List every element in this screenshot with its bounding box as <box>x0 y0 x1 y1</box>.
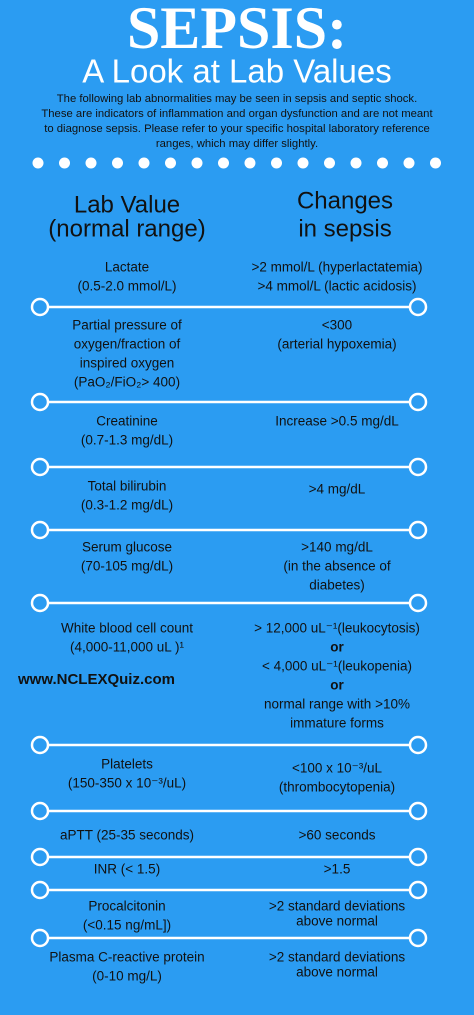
sepsis-change: >1.5 <box>324 862 351 877</box>
sepsis-change: > 12,000 uL⁻¹(leukocytosis) <box>254 621 420 636</box>
lab-value: Partial pressure of <box>72 318 182 333</box>
lab-value: (0.7-1.3 mg/dL) <box>81 433 173 448</box>
sepsis-change: normal range with >10% <box>264 697 410 712</box>
lab-value: (<0.15 ng/mL]) <box>83 918 171 933</box>
sepsis-change: immature forms <box>290 716 384 731</box>
sepsis-change: above normal <box>296 914 378 929</box>
sepsis-change: < 4,000 uL⁻¹(leukopenia) <box>262 659 412 674</box>
dot <box>218 157 229 169</box>
sepsis-change: (arterial hypoxemia) <box>277 337 396 352</box>
divider-end <box>30 457 50 477</box>
dot <box>403 157 415 169</box>
divider-end <box>408 847 428 867</box>
sepsis-change: >2 standard deviations <box>269 950 405 965</box>
dot <box>430 157 441 169</box>
intro-line: The following lab abnormalities may be s… <box>57 93 417 105</box>
divider-end <box>30 392 50 412</box>
sepsis-change: <300 <box>322 318 352 333</box>
intro-line: to diagnose sepsis. Please refer to your… <box>44 123 430 135</box>
lab-value: (70-105 mg/dL) <box>81 559 173 574</box>
sepsis-change: >60 seconds <box>299 828 376 843</box>
lab-value: INR (< 1.5) <box>94 862 160 877</box>
lab-value: (0.3-1.2 mg/dL) <box>81 498 173 513</box>
divider-end <box>408 880 428 900</box>
intro-line: ranges, which may differ slightly. <box>156 138 318 150</box>
divider-end <box>30 928 50 948</box>
dot <box>138 157 150 169</box>
sepsis-change: or <box>330 640 344 655</box>
subtitle: A Look at Lab Values <box>82 53 391 90</box>
divider-end <box>408 801 428 821</box>
divider-end <box>408 735 428 755</box>
dot <box>271 157 282 169</box>
lab-value: Procalcitonin <box>88 899 165 914</box>
sepsis-change: or <box>330 678 344 693</box>
dot <box>297 157 309 169</box>
column-header: Changes <box>297 187 393 214</box>
divider-end <box>408 297 428 317</box>
dot <box>377 157 388 169</box>
lab-value: (0-10 mg/L) <box>92 969 162 984</box>
sepsis-change: >4 mmol/L (lactic acidosis) <box>258 279 417 294</box>
lab-value: Creatinine <box>96 414 158 429</box>
sepsis-change: >2 standard deviations <box>269 899 405 914</box>
dot <box>324 157 335 169</box>
lab-value: (0.5-2.0 mmol/L) <box>77 279 176 294</box>
sepsis-change: Increase >0.5 mg/dL <box>275 414 399 429</box>
column-header: Lab Value <box>74 191 180 218</box>
sepsis-change: (thrombocytopenia) <box>279 780 395 795</box>
divider-end <box>30 297 50 317</box>
lab-value: (4,000-11,000 uL )¹ <box>70 640 185 655</box>
dot <box>244 157 256 169</box>
dot <box>112 157 123 169</box>
watermark: www.NCLEXQuiz.com <box>17 671 175 688</box>
divider-end <box>408 928 428 948</box>
dot <box>165 157 176 169</box>
column-header: in sepsis <box>298 215 391 242</box>
divider-end <box>30 593 50 613</box>
sepsis-change: >140 mg/dL <box>301 540 373 555</box>
sepsis-change: diabetes) <box>309 578 365 593</box>
lab-value: Lactate <box>105 260 149 275</box>
divider-end <box>30 801 50 821</box>
divider-end <box>30 847 50 867</box>
divider-end <box>408 457 428 477</box>
dot <box>59 157 70 169</box>
dot <box>191 157 203 169</box>
sepsis-change: above normal <box>296 965 378 980</box>
title: SEPSIS: <box>127 0 347 61</box>
lab-value: Total bilirubin <box>88 479 167 494</box>
divider-end <box>30 880 50 900</box>
lab-value: Serum glucose <box>82 540 172 555</box>
sepsis-change: >4 mg/dL <box>309 482 366 497</box>
column-header: (normal range) <box>48 215 205 242</box>
lab-value: Platelets <box>101 757 153 772</box>
lab-value: White blood cell count <box>61 621 193 636</box>
intro-line: These are indicators of inflammation and… <box>41 108 433 120</box>
divider-end <box>408 593 428 613</box>
divider-end <box>408 392 428 412</box>
dot <box>350 157 362 169</box>
lab-value: (PaO₂/FiO₂> 400) <box>74 375 180 390</box>
sepsis-change: (in the absence of <box>283 559 391 574</box>
divider-end <box>408 520 428 540</box>
lab-value: oxygen/fraction of <box>74 337 181 352</box>
divider-end <box>30 520 50 540</box>
divider-end <box>30 735 50 755</box>
dot <box>32 157 44 169</box>
dot <box>85 157 97 169</box>
lab-value: aPTT (25-35 seconds) <box>60 828 194 843</box>
sepsis-change: >2 mmol/L (hyperlactatemia) <box>252 260 423 275</box>
sepsis-change: <100 x 10⁻³/uL <box>292 761 383 776</box>
lab-value: (150-350 x 10⁻³/uL) <box>68 776 186 791</box>
lab-value: inspired oxygen <box>80 356 175 371</box>
lab-value: Plasma C-reactive protein <box>49 950 204 965</box>
